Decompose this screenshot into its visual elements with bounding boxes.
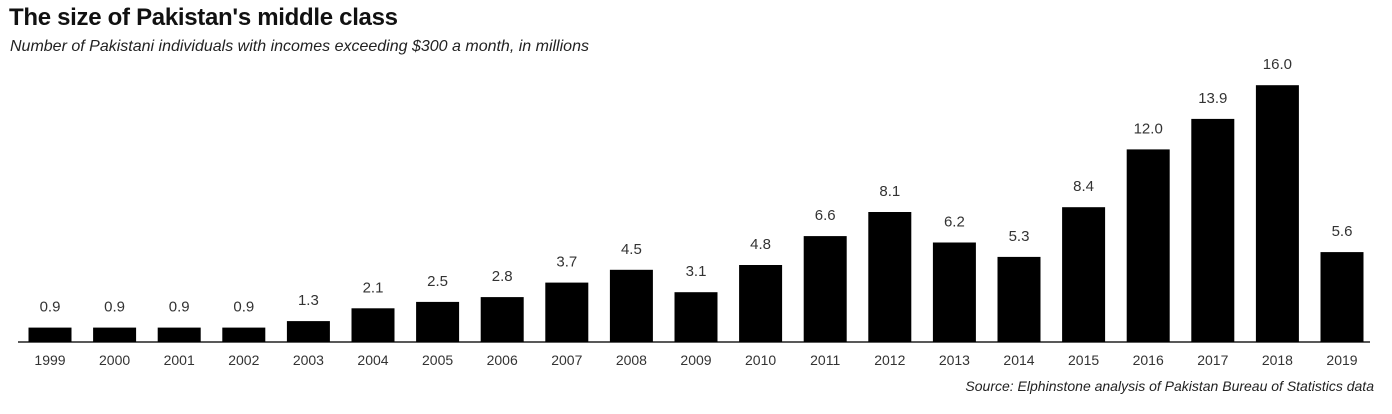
value-label-2005: 2.5 bbox=[427, 273, 448, 290]
x-tick-label-2009: 2009 bbox=[680, 352, 711, 368]
value-label-1999: 0.9 bbox=[40, 299, 61, 316]
value-label-2000: 0.9 bbox=[104, 299, 125, 316]
x-tick-label-2001: 2001 bbox=[164, 352, 195, 368]
chart-subtitle: Number of Pakistani individuals with inc… bbox=[10, 38, 589, 55]
x-tick-label-2018: 2018 bbox=[1262, 352, 1293, 368]
x-tick-label-2008: 2008 bbox=[616, 352, 647, 368]
x-tick-label-2003: 2003 bbox=[293, 352, 324, 368]
value-label-2001: 0.9 bbox=[169, 299, 190, 316]
bar-2002 bbox=[222, 327, 266, 342]
x-tick-label-1999: 1999 bbox=[34, 352, 65, 368]
x-tick-label-2013: 2013 bbox=[939, 352, 970, 368]
x-tick-label-2017: 2017 bbox=[1197, 352, 1228, 368]
value-label-2019: 5.6 bbox=[1332, 223, 1353, 240]
value-label-2015: 8.4 bbox=[1073, 178, 1094, 195]
value-label-2006: 2.8 bbox=[492, 268, 513, 285]
x-tick-label-2012: 2012 bbox=[874, 352, 905, 368]
value-label-2003: 1.3 bbox=[298, 292, 319, 309]
bar-1999 bbox=[28, 327, 72, 342]
value-label-2011: 6.6 bbox=[815, 207, 836, 224]
x-tick-label-2010: 2010 bbox=[745, 352, 776, 368]
bar-2016 bbox=[1126, 149, 1170, 342]
x-tick-label-2005: 2005 bbox=[422, 352, 453, 368]
bar-2006 bbox=[480, 297, 524, 342]
bar-2018 bbox=[1255, 85, 1299, 342]
bar-2001 bbox=[157, 327, 201, 342]
bar-2007 bbox=[545, 282, 589, 342]
value-label-2009: 3.1 bbox=[686, 263, 707, 280]
x-tick-label-2015: 2015 bbox=[1068, 352, 1099, 368]
x-tick-label-2002: 2002 bbox=[228, 352, 259, 368]
bar-2012 bbox=[868, 212, 912, 342]
x-tick-label-2019: 2019 bbox=[1326, 352, 1357, 368]
value-label-2012: 8.1 bbox=[879, 183, 900, 200]
chart-title: The size of Pakistan's middle class bbox=[9, 4, 398, 31]
value-label-2017: 13.9 bbox=[1198, 90, 1227, 107]
value-label-2013: 6.2 bbox=[944, 214, 965, 231]
bar-2004 bbox=[351, 308, 395, 342]
bar-2019 bbox=[1320, 252, 1364, 342]
value-label-2010: 4.8 bbox=[750, 236, 771, 253]
x-tick-label-2016: 2016 bbox=[1133, 352, 1164, 368]
value-label-2002: 0.9 bbox=[233, 299, 254, 316]
bar-2010 bbox=[739, 265, 783, 342]
bar-2014 bbox=[997, 256, 1041, 342]
bar-2009 bbox=[674, 292, 718, 342]
bar-2000 bbox=[93, 327, 137, 342]
x-tick-label-2007: 2007 bbox=[551, 352, 582, 368]
bar-2011 bbox=[803, 236, 847, 342]
value-label-2008: 4.5 bbox=[621, 241, 642, 258]
value-label-2016: 12.0 bbox=[1134, 120, 1163, 137]
source-note: Source: Elphinstone analysis of Pakistan… bbox=[965, 378, 1374, 394]
bar-2017 bbox=[1191, 118, 1235, 343]
x-tick-label-2014: 2014 bbox=[1003, 352, 1034, 368]
value-label-2004: 2.1 bbox=[363, 279, 384, 296]
bar-2005 bbox=[416, 301, 460, 342]
x-tick-label-2004: 2004 bbox=[357, 352, 388, 368]
x-tick-label-2000: 2000 bbox=[99, 352, 130, 368]
value-label-2007: 3.7 bbox=[556, 254, 577, 271]
x-tick-label-2006: 2006 bbox=[487, 352, 518, 368]
bar-2015 bbox=[1062, 207, 1106, 342]
value-label-2018: 16.0 bbox=[1263, 56, 1292, 73]
x-tick-label-2011: 2011 bbox=[810, 352, 840, 368]
bar-2008 bbox=[609, 269, 653, 342]
value-label-2014: 5.3 bbox=[1009, 228, 1030, 245]
bar-2013 bbox=[932, 242, 976, 342]
bar-2003 bbox=[286, 321, 330, 342]
